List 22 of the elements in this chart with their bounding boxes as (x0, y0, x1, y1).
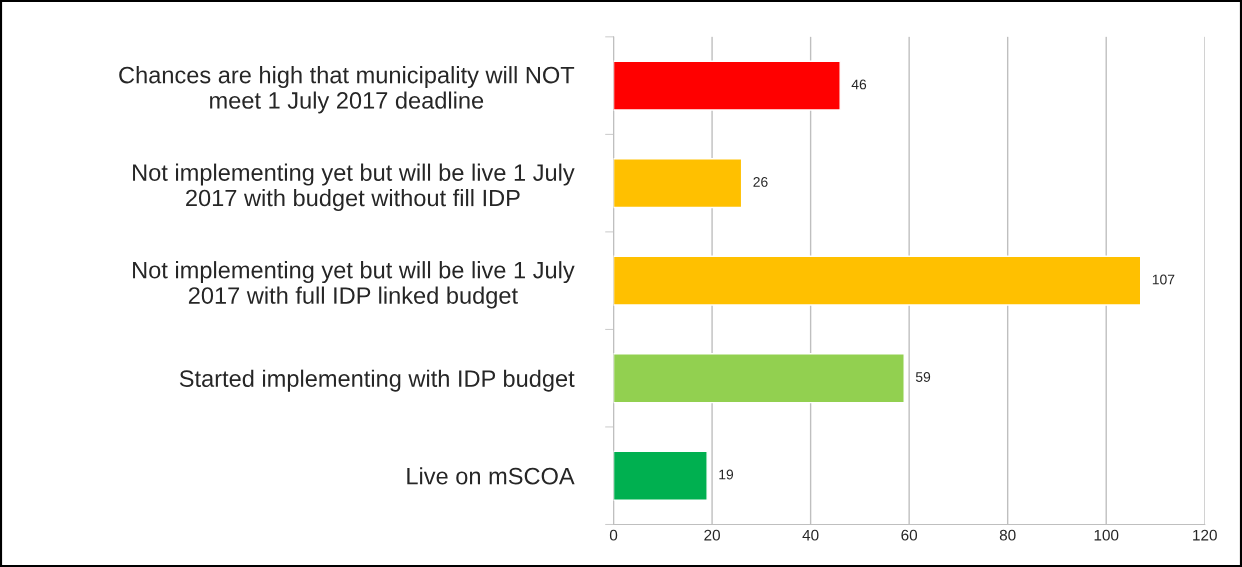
bar (613, 158, 743, 209)
y-tick-label: Live on mSCOA (407, 467, 575, 485)
data-label: 19 (719, 469, 734, 480)
bar (613, 255, 1142, 306)
y-tick-label: Not implementing yet but will be live 1 July 2017 with budget without fill IDP (133, 163, 575, 212)
x-tick-label: 20 (704, 529, 720, 541)
y-tick-label: Not implementing yet but will be live 1 July 2017 with full IDP linked budget (133, 261, 575, 309)
data-label: 107 (1152, 274, 1175, 285)
data-label: 59 (915, 372, 931, 382)
y-tick-label: Chances are high that municipality will NOT meet 1 July 2017 deadline (119, 66, 575, 114)
x-tick-label: 100 (1094, 529, 1119, 541)
x-tick-label: 0 (609, 529, 618, 541)
x-tick-label: 120 (1193, 529, 1217, 541)
data-label: 26 (753, 177, 768, 187)
x-tick-label: 80 (999, 529, 1016, 541)
bar (613, 353, 905, 404)
x-tick-label: 40 (802, 529, 819, 541)
data-label: 46 (851, 79, 867, 90)
x-tick-label: 60 (901, 529, 918, 541)
bar (613, 450, 708, 501)
y-tick-label: Started implementing with IDP budget (179, 369, 575, 392)
bar (613, 60, 841, 111)
